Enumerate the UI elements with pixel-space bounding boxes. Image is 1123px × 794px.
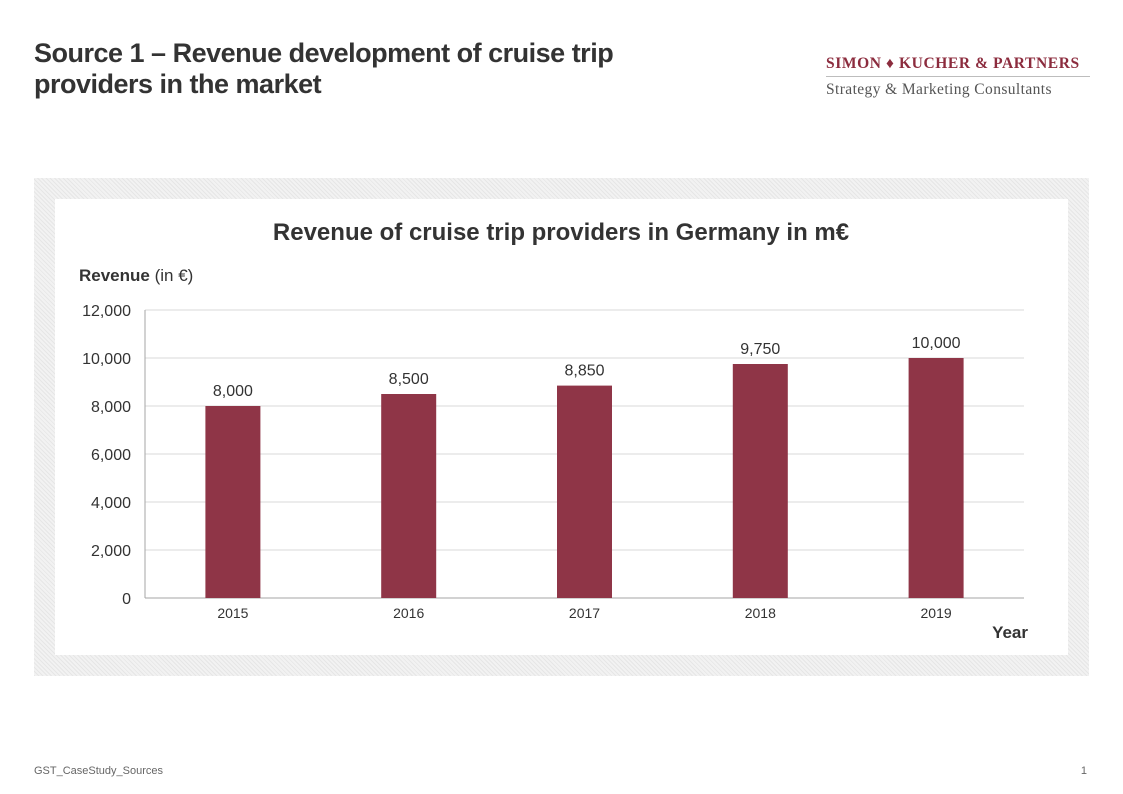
x-tick-label-2017: 2017 [569, 605, 600, 621]
revenue-bar-chart: Revenue of cruise trip providers in Germ… [79, 219, 1028, 642]
value-label-2016: 8,500 [389, 371, 429, 388]
slide-title-line-2: providers in the market [34, 69, 322, 99]
y-axis-label-bold: Revenue [79, 266, 150, 285]
bars [205, 358, 964, 598]
data-labels: 8,000 8,500 8,850 9,750 10,000 [213, 335, 961, 400]
bar-2015 [205, 406, 261, 598]
y-tick-label: 6,000 [91, 447, 131, 464]
x-tick-label-2019: 2019 [921, 605, 952, 621]
x-tick-label-2015: 2015 [217, 605, 248, 621]
value-label-2018: 9,750 [740, 341, 780, 358]
y-axis-label: Revenue (in €) [79, 266, 193, 285]
chart-frame: Revenue of cruise trip providers in Germ… [34, 178, 1089, 676]
bar-2017 [557, 385, 612, 598]
slide-title-line-1: Source 1 – Revenue development of cruise… [34, 38, 614, 68]
y-tick-label: 12,000 [82, 303, 131, 320]
x-axis-label: Year [992, 623, 1028, 642]
y-tick-label: 10,000 [82, 351, 131, 368]
y-tick-label: 8,000 [91, 399, 131, 416]
bar-2018 [732, 364, 788, 598]
value-label-2017: 8,850 [564, 363, 604, 380]
y-axis-label-unit: (in €) [150, 266, 193, 285]
chart-title: Revenue of cruise trip providers in Germ… [273, 219, 849, 246]
footer-page-number: 1 [1080, 765, 1087, 777]
bar-2019 [908, 358, 964, 598]
logo-name: SIMON ♦ KUCHER & PARTNERS [826, 55, 1080, 72]
footer-document-name: GST_CaseStudy_Sources [34, 765, 164, 777]
x-tick-label-2018: 2018 [745, 605, 776, 621]
value-label-2015: 8,000 [213, 383, 253, 400]
x-tick-label-2016: 2016 [393, 605, 424, 621]
y-tick-label: 2,000 [91, 543, 131, 560]
slide-title: Source 1 – Revenue development of cruise… [34, 38, 734, 100]
value-label-2019: 10,000 [912, 335, 961, 352]
logo-tagline: Strategy & Marketing Consultants [826, 81, 1052, 98]
y-tick-label: 4,000 [91, 495, 131, 512]
bar-2016 [381, 394, 437, 598]
company-logo: SIMON ♦ KUCHER & PARTNERS Strategy & Mar… [826, 55, 1090, 99]
chart-panel: Revenue of cruise trip providers in Germ… [55, 199, 1068, 655]
logo-divider [826, 76, 1090, 77]
axis-ticks: 0 2,000 4,000 6,000 8,000 10,000 12,000 2015 201… [82, 303, 952, 621]
y-tick-label: 0 [122, 591, 131, 608]
